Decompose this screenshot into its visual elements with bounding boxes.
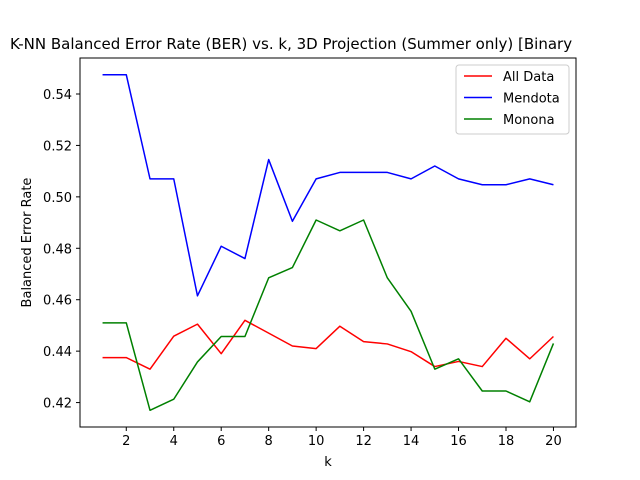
series-line-2 [102, 219, 555, 412]
x-tick-label-0: 2 [122, 434, 130, 449]
legend-box [455, 64, 570, 135]
x-tick-label-7: 16 [450, 434, 467, 449]
y-tick-label-6: 0.54 [43, 88, 72, 103]
y-tick-label-4: 0.50 [43, 191, 72, 206]
x-tick-label-6: 14 [403, 434, 420, 449]
x-tick-label-5: 12 [355, 434, 372, 449]
legend: All Data Mendota Monona [455, 64, 570, 135]
y-axis-ticks: 0.42 0.44 0.46 0.48 0.50 0.52 0.54 [43, 88, 80, 412]
y-tick-label-5: 0.52 [43, 139, 72, 154]
series-layer [102, 73, 555, 412]
legend-label-0: All Data [503, 70, 554, 85]
x-axis-ticks: 2 4 6 8 10 12 14 16 18 20 [122, 427, 562, 449]
x-axis-label: k [324, 455, 332, 470]
chart-title: K-NN Balanced Error Rate (BER) vs. k, 3D… [10, 35, 572, 53]
series-line-1 [102, 73, 554, 297]
legend-label-1: Mendota [503, 92, 560, 107]
series-line-0 [102, 319, 554, 370]
x-tick-label-8: 18 [498, 434, 515, 449]
x-tick-label-3: 8 [265, 434, 273, 449]
legend-label-2: Monona [503, 113, 555, 128]
x-tick-label-4: 10 [308, 434, 325, 449]
y-tick-label-1: 0.44 [43, 345, 72, 360]
y-tick-label-2: 0.46 [43, 294, 72, 309]
x-tick-label-9: 20 [545, 434, 562, 449]
x-tick-label-2: 6 [217, 434, 225, 449]
y-tick-label-0: 0.42 [43, 397, 72, 412]
y-axis-label: Balanced Error Rate [20, 178, 35, 308]
x-tick-label-1: 4 [170, 434, 178, 449]
plot-frame [79, 57, 577, 428]
y-tick-label-3: 0.48 [43, 242, 72, 257]
